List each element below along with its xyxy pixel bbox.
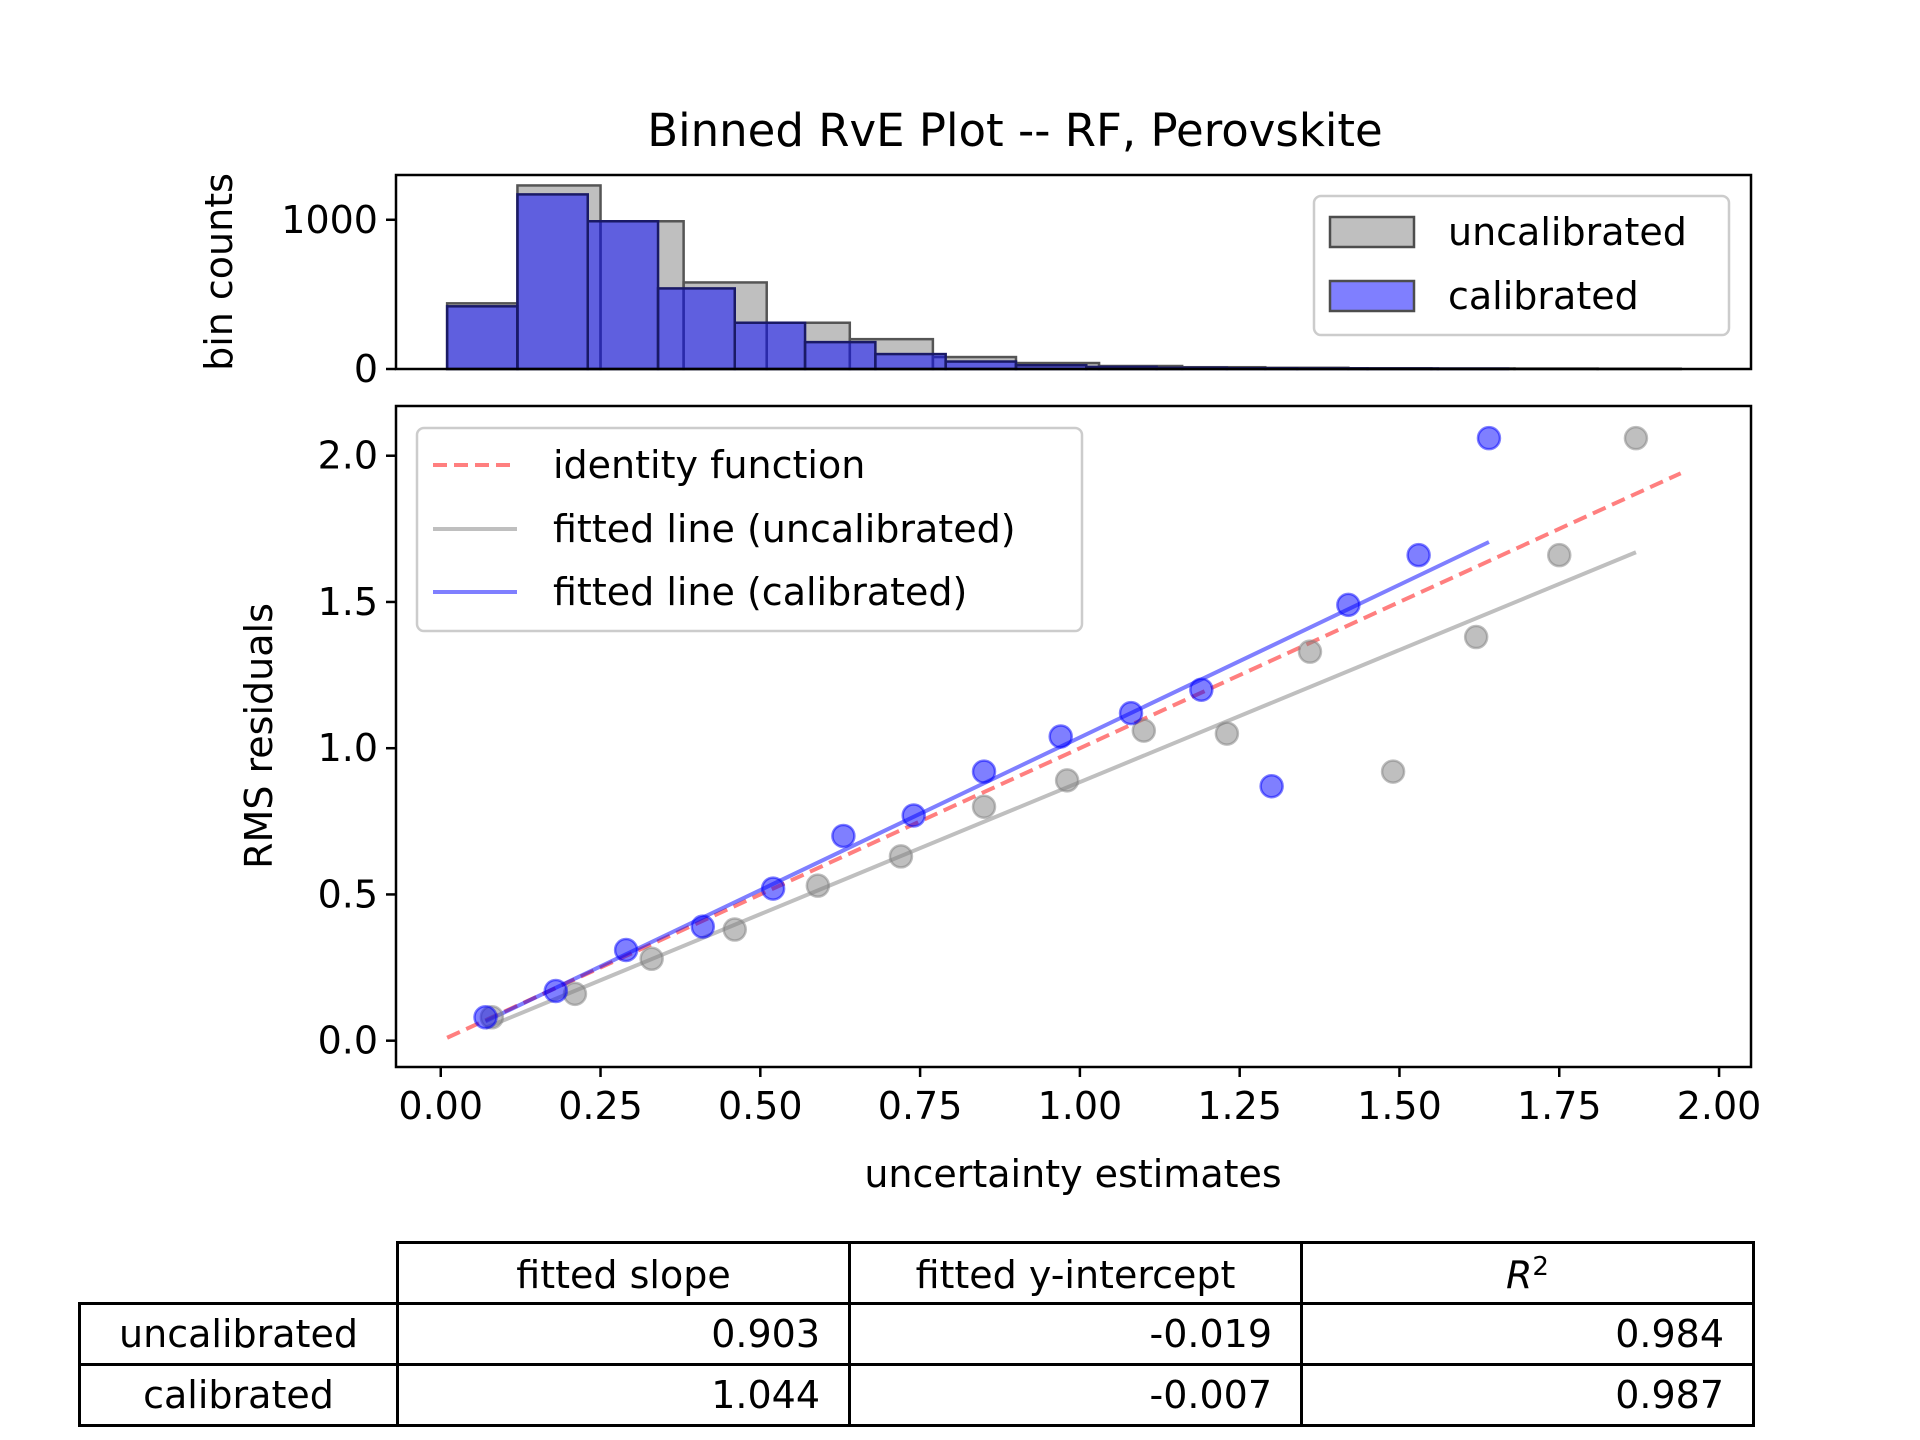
scatter-point-calibrated <box>1406 542 1431 568</box>
scatter-point-calibrated <box>831 823 856 849</box>
scatter-point-uncalibrated <box>1380 759 1406 784</box>
scatter-point-uncalibrated <box>639 946 664 972</box>
scatter-point-uncalibrated <box>1054 768 1080 793</box>
main-y-tick-label: 1.5 <box>318 580 378 624</box>
main-axes-frame <box>394 404 1753 1069</box>
histogram-bar-calibrated <box>586 220 660 371</box>
legend-swatch-uncalibrated <box>1328 215 1416 249</box>
main-x-tick-label: 0.25 <box>558 1084 643 1128</box>
histogram-bar-calibrated <box>733 321 807 371</box>
scatter-point-calibrated <box>473 1005 498 1030</box>
table-row-label: uncalibrated <box>78 1302 399 1366</box>
table-row-label: calibrated <box>78 1363 399 1427</box>
histogram-y-tick-label: 1000 <box>281 198 378 242</box>
table-header-intercept: fitted y-intercept <box>848 1241 1303 1305</box>
legend-label-uncalibrated: uncalibrated <box>1448 210 1687 254</box>
scatter-point-uncalibrated <box>971 794 997 819</box>
scatter-point-calibrated <box>690 914 716 939</box>
figure: Binned RvE Plot -- RF, Perovskite 01000 … <box>197 104 1761 1196</box>
scatter-point-uncalibrated <box>1214 721 1240 746</box>
scatter-point-calibrated <box>1189 677 1214 702</box>
table-cell-r2: 0.987 <box>1300 1363 1755 1427</box>
main-x-tick-label: 1.75 <box>1517 1084 1602 1128</box>
scatter-point-uncalibrated <box>888 844 914 869</box>
main-y-label: RMS residuals <box>237 603 281 869</box>
table-corner-cell <box>79 1242 399 1305</box>
scatter-point-uncalibrated <box>1623 425 1649 451</box>
scatter-point-calibrated <box>1259 773 1284 799</box>
scatter-point-calibrated <box>901 803 926 828</box>
table-header-slope: fitted slope <box>396 1241 851 1305</box>
legend-label-calibrated: calibrated <box>1448 274 1639 318</box>
table-header-r2: R2 <box>1300 1241 1755 1305</box>
legend-label-fit-uncalibrated: fitted line (uncalibrated) <box>553 507 1016 551</box>
histogram-bar-calibrated <box>874 352 947 371</box>
legend-swatch-calibrated <box>1328 279 1416 313</box>
main-y-tick-label: 0.5 <box>318 872 378 916</box>
scatter-point-calibrated <box>1118 700 1144 726</box>
main-y-ticks: 0.0 0.5 1.0 1.5 2.0 <box>318 434 396 1063</box>
table-cell-slope: 1.044 <box>396 1363 851 1427</box>
scatter-point-calibrated <box>1476 425 1502 451</box>
scatter-point-calibrated <box>613 937 639 963</box>
table-cell-intercept: -0.007 <box>848 1363 1303 1427</box>
scatter-point-uncalibrated <box>1463 624 1489 650</box>
fit-statistics-table: fitted slope fitted y-intercept R2 uncal… <box>78 1241 1755 1427</box>
table-cell-slope: 0.903 <box>396 1302 851 1366</box>
scatter-point-calibrated <box>543 978 569 1004</box>
chart-title: Binned RvE Plot -- RF, Perovskite <box>647 104 1383 157</box>
histogram-legend: uncalibrated calibrated <box>1312 194 1731 337</box>
histogram-axes-frame <box>394 173 1753 371</box>
main-x-tick-label: 0.00 <box>398 1084 483 1128</box>
scatter-point-calibrated <box>1048 724 1073 749</box>
table-cell-intercept: -0.019 <box>848 1302 1303 1366</box>
main-y-tick-label: 0.0 <box>318 1019 378 1063</box>
scatter-point-uncalibrated <box>805 873 831 898</box>
main-x-label: uncertainty estimates <box>864 1152 1281 1196</box>
main-x-tick-label: 0.75 <box>878 1084 963 1128</box>
histogram-y-label: bin counts <box>197 173 241 371</box>
main-legend: identity function fitted line (uncalibra… <box>415 426 1084 633</box>
histogram-y-tick-label: 0 <box>354 347 378 391</box>
table-row: uncalibrated 0.903 -0.019 0.984 <box>78 1302 1755 1366</box>
histogram-bar-calibrated <box>445 305 519 371</box>
main-x-tick-label: 1.50 <box>1357 1084 1442 1128</box>
scatter-points <box>473 425 1649 1030</box>
histogram-bar-calibrated <box>803 340 877 371</box>
main-y-tick-label: 2.0 <box>318 434 378 478</box>
histogram-bar-calibrated <box>656 287 736 371</box>
main-x-tick-label: 1.25 <box>1197 1084 1282 1128</box>
histogram-y-ticks: 0 1000 <box>281 198 396 391</box>
scatter-point-calibrated <box>1336 592 1361 618</box>
legend-label-fit-calibrated: fitted line (calibrated) <box>553 570 967 614</box>
identity-line <box>446 471 1682 1040</box>
table-cell-r2: 0.984 <box>1300 1302 1755 1366</box>
scatter-point-uncalibrated <box>1547 542 1572 568</box>
scatter-point-uncalibrated <box>722 917 747 942</box>
main-x-tick-label: 2.00 <box>1677 1084 1762 1128</box>
scatter-point-calibrated <box>760 876 786 901</box>
table-row: calibrated 1.044 -0.007 0.987 <box>78 1363 1755 1427</box>
scatter-point-uncalibrated <box>1131 718 1157 743</box>
main-x-tick-label: 0.50 <box>718 1084 803 1128</box>
main-x-ticks: 0.00 0.25 0.50 0.75 1.00 1.25 1.50 1.75 2.00 <box>398 1067 1761 1128</box>
scatter-point-uncalibrated <box>1297 639 1323 664</box>
main-x-tick-label: 1.00 <box>1038 1084 1123 1128</box>
table-header-row: fitted slope fitted y-intercept R2 <box>79 1241 1755 1305</box>
histogram-calibrated-bars <box>445 193 1510 371</box>
r2-superscript: 2 <box>1532 1252 1549 1283</box>
scatter-point-calibrated <box>971 759 997 784</box>
histogram-bar-calibrated <box>516 193 589 371</box>
legend-label-identity: identity function <box>553 443 865 487</box>
r2-symbol: R <box>1506 1253 1533 1298</box>
main-y-tick-label: 1.0 <box>318 726 378 770</box>
